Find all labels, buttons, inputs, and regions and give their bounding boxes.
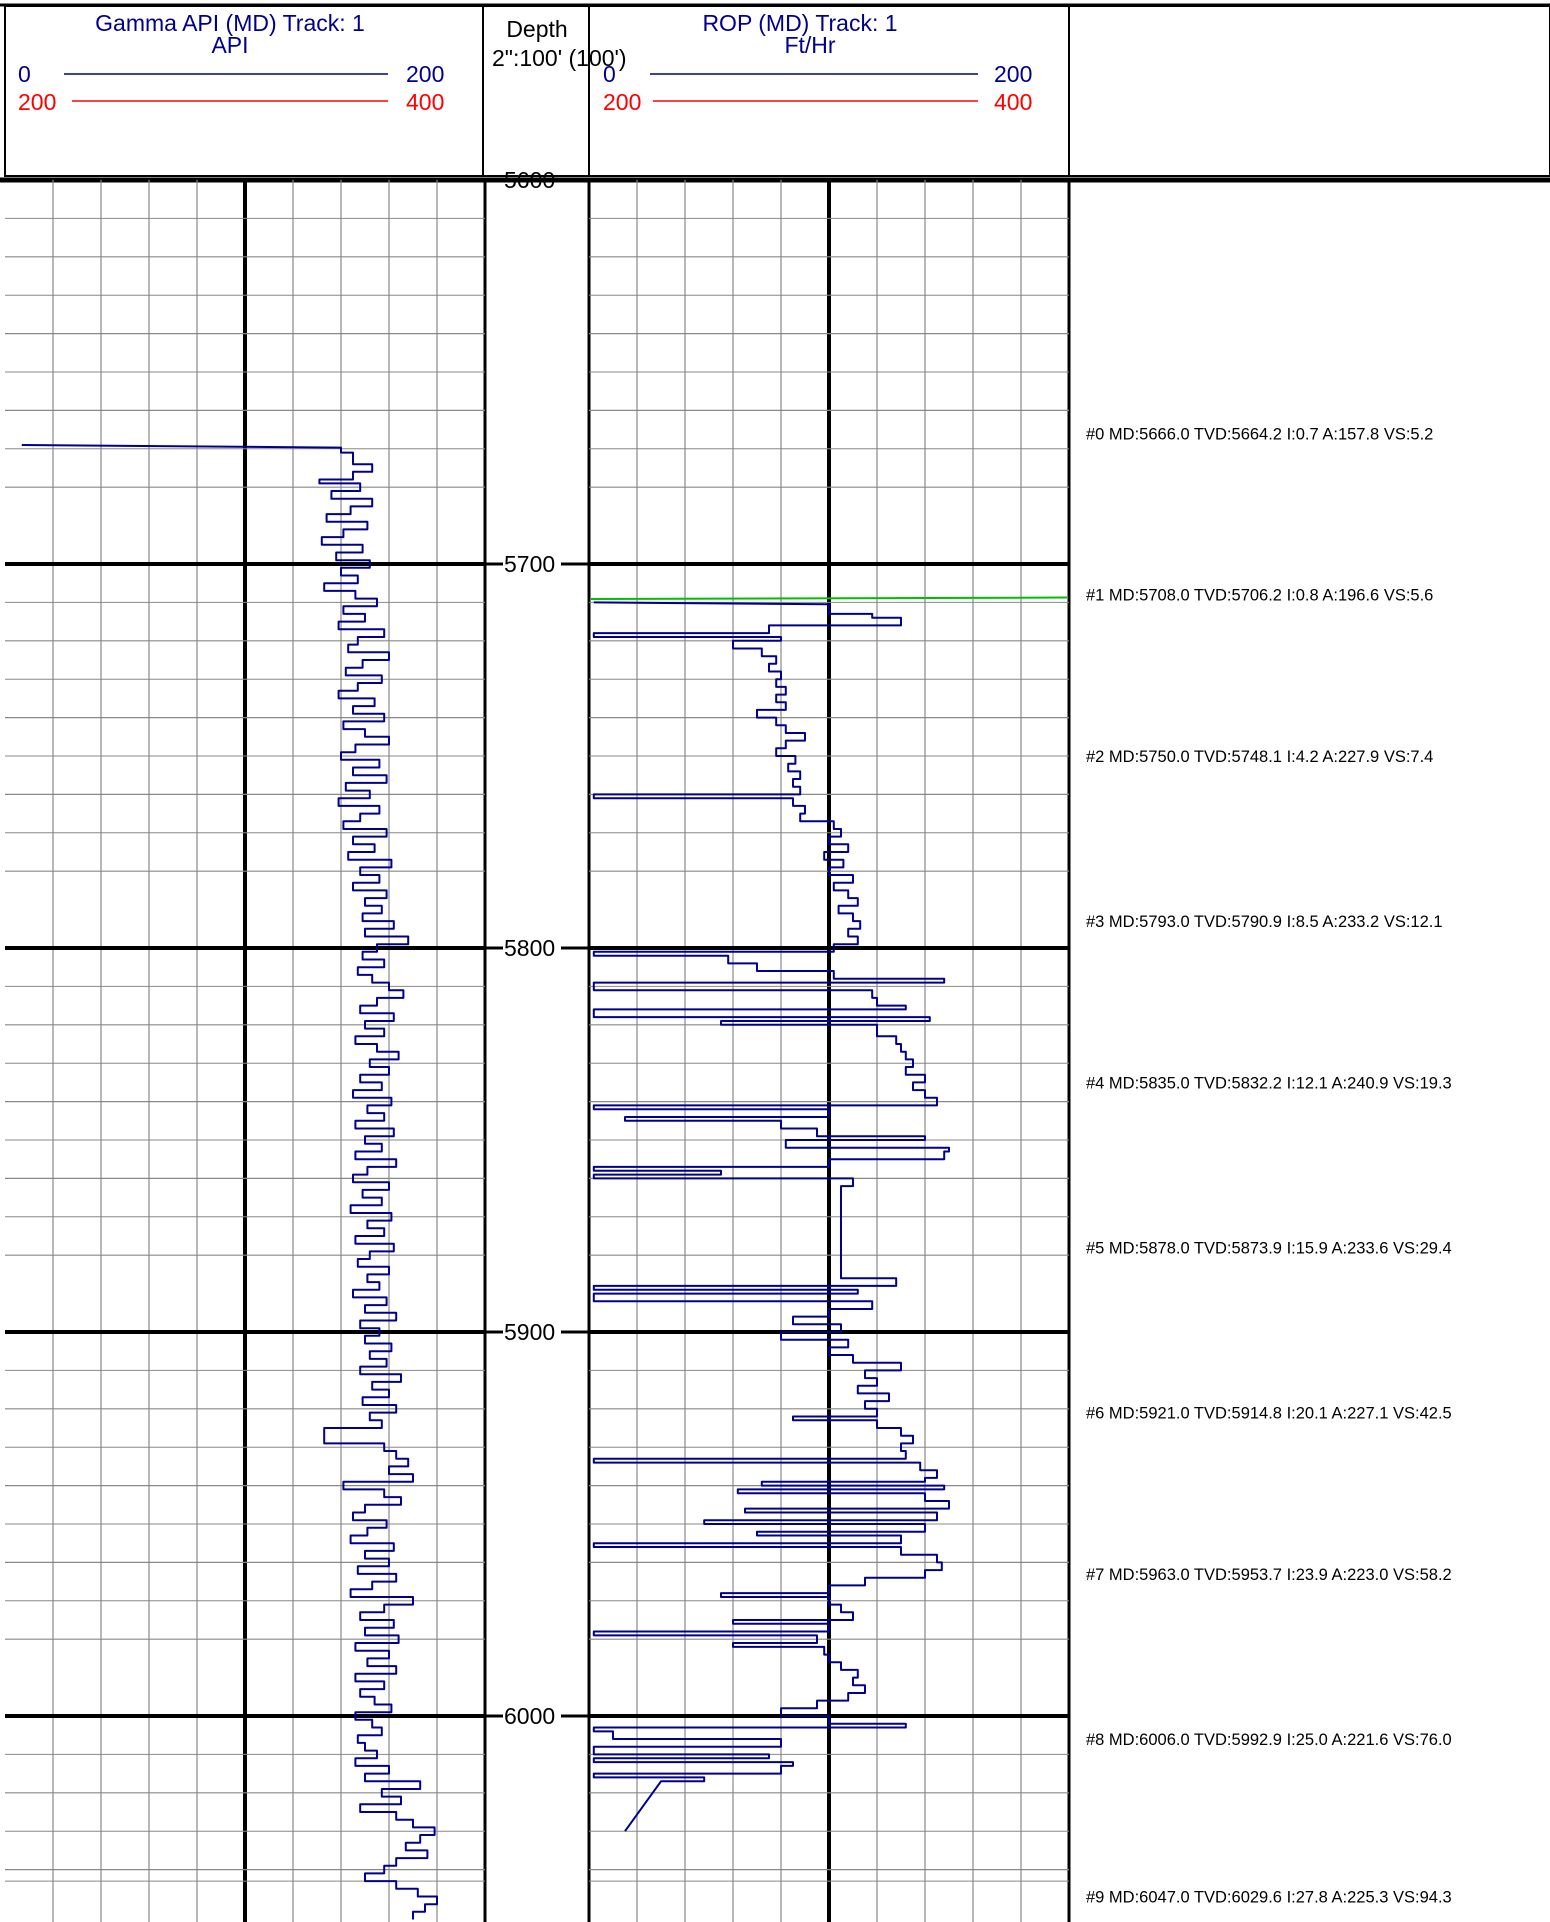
rop-curve bbox=[592, 601, 950, 1832]
gamma-red-min: 200 bbox=[18, 89, 56, 115]
survey-label: #9 MD:6047.0 TVD:6029.6 I:27.8 A:225.3 V… bbox=[1086, 1888, 1452, 1906]
survey-label: #3 MD:5793.0 TVD:5790.9 I:8.5 A:233.2 VS… bbox=[1086, 913, 1443, 931]
survey-label: #7 MD:5963.0 TVD:5953.7 I:23.9 A:223.0 V… bbox=[1086, 1566, 1452, 1584]
survey-header-box bbox=[1068, 5, 1550, 177]
gamma-red-max: 400 bbox=[406, 89, 444, 115]
rop-blue-max: 200 bbox=[994, 61, 1032, 87]
survey-label: #2 MD:5750.0 TVD:5748.1 I:4.2 A:227.9 VS… bbox=[1086, 748, 1433, 766]
survey-label: #6 MD:5921.0 TVD:5914.8 I:20.1 A:227.1 V… bbox=[1086, 1405, 1452, 1423]
survey-label: #5 MD:5878.0 TVD:5873.9 I:15.9 A:233.6 V… bbox=[1086, 1240, 1452, 1258]
gamma-blue-min: 0 bbox=[18, 61, 31, 87]
gamma-track-grid bbox=[5, 180, 485, 1922]
survey-label: #4 MD:5835.0 TVD:5832.2 I:12.1 A:240.9 V… bbox=[1086, 1074, 1452, 1092]
depth-scale-text: 2":100' (100') bbox=[492, 45, 627, 71]
survey-label: #1 MD:5708.0 TVD:5706.2 I:0.8 A:196.6 VS… bbox=[1086, 587, 1433, 605]
rop-red-min: 200 bbox=[603, 89, 641, 115]
depth-label: 5700 bbox=[504, 551, 555, 577]
rop-title: ROP (MD) Track: 1 bbox=[702, 10, 897, 36]
gamma-blue-max: 200 bbox=[406, 61, 444, 87]
rop-blue-min: 0 bbox=[603, 61, 616, 87]
depth-title: Depth bbox=[506, 16, 567, 42]
rop-red-max: 400 bbox=[994, 89, 1032, 115]
gamma-unit: API bbox=[211, 32, 248, 58]
survey-annotations: #0 MD:5666.0 TVD:5664.2 I:0.7 A:157.8 VS… bbox=[1086, 425, 1452, 1906]
depth-label: 5600 bbox=[504, 167, 555, 193]
log-curves bbox=[21, 444, 1068, 1920]
depth-label: 5900 bbox=[504, 1319, 555, 1345]
gamma-title: Gamma API (MD) Track: 1 bbox=[95, 10, 365, 36]
depth-label: 5800 bbox=[504, 935, 555, 961]
survey-label: #0 MD:5666.0 TVD:5664.2 I:0.7 A:157.8 VS… bbox=[1086, 425, 1433, 443]
gamma-curve bbox=[21, 444, 438, 1920]
depth-track-ticks: 5600 5700 5800 5900 6000 bbox=[485, 167, 589, 1729]
rop-unit: Ft/Hr bbox=[784, 32, 835, 58]
depth-label: 6000 bbox=[504, 1703, 555, 1729]
rop-marker-line bbox=[590, 596, 1068, 601]
survey-label: #8 MD:6006.0 TVD:5992.9 I:25.0 A:221.6 V… bbox=[1086, 1731, 1452, 1749]
